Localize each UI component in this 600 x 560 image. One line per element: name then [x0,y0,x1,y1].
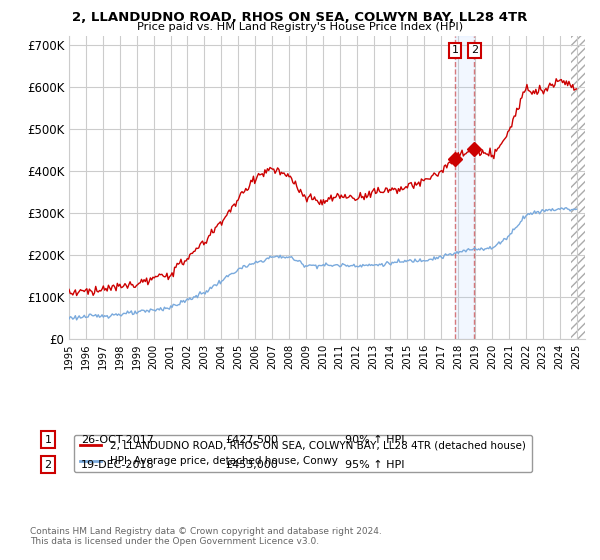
Text: 2: 2 [44,460,52,470]
Text: 1: 1 [44,435,52,445]
Text: 2, LLANDUDNO ROAD, RHOS ON SEA, COLWYN BAY, LL28 4TR: 2, LLANDUDNO ROAD, RHOS ON SEA, COLWYN B… [73,11,527,24]
Text: 19-DEC-2018: 19-DEC-2018 [81,460,155,470]
Text: £453,000: £453,000 [225,460,278,470]
Text: Price paid vs. HM Land Registry's House Price Index (HPI): Price paid vs. HM Land Registry's House … [137,22,463,32]
Text: £427,500: £427,500 [225,435,278,445]
Text: 2: 2 [471,45,478,55]
Text: Contains HM Land Registry data © Crown copyright and database right 2024.
This d: Contains HM Land Registry data © Crown c… [30,526,382,546]
Text: 90% ↑ HPI: 90% ↑ HPI [345,435,404,445]
Text: 1: 1 [452,45,458,55]
Legend: 2, LLANDUDNO ROAD, RHOS ON SEA, COLWYN BAY, LL28 4TR (detached house), HPI: Aver: 2, LLANDUDNO ROAD, RHOS ON SEA, COLWYN B… [74,435,532,473]
Bar [455,36,475,339]
Text: 95% ↑ HPI: 95% ↑ HPI [345,460,404,470]
Text: 26-OCT-2017: 26-OCT-2017 [81,435,154,445]
